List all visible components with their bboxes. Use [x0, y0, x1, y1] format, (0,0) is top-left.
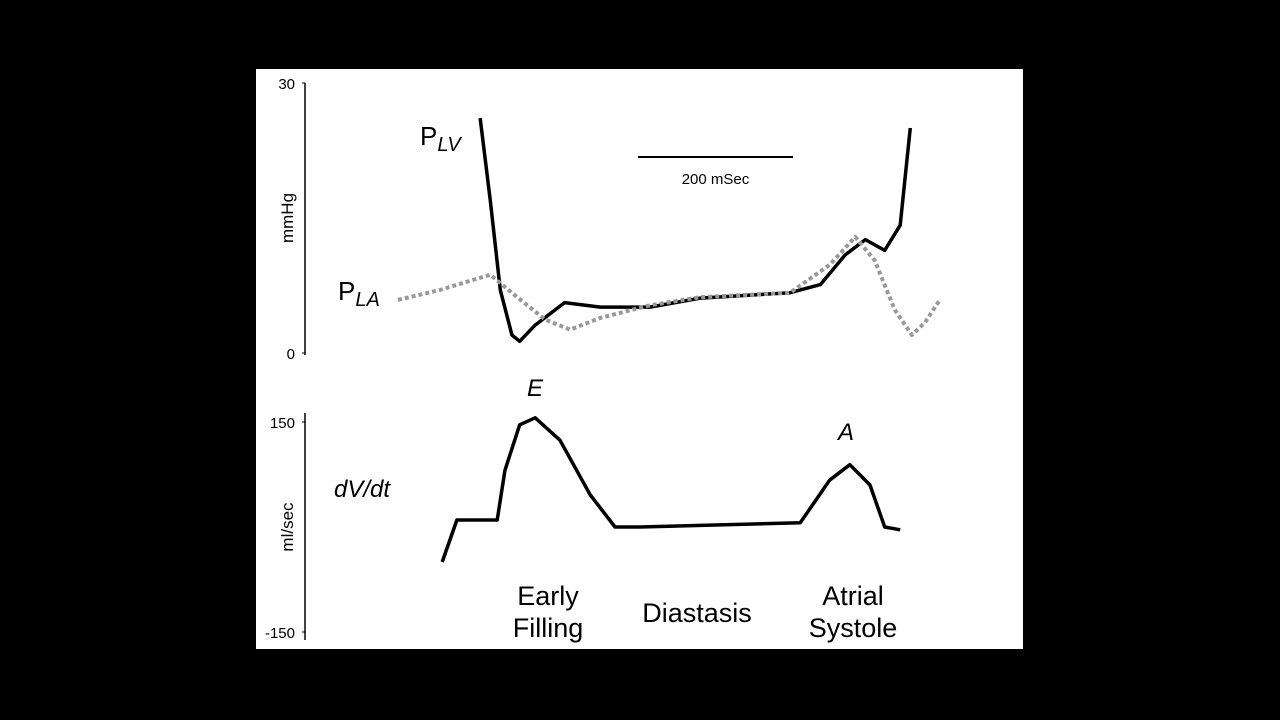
series-label: PLA	[338, 276, 380, 311]
data-line	[440, 416, 901, 563]
y-axis-label: mmHg	[278, 193, 297, 243]
scale-bar-label: 200 mSec	[682, 171, 750, 188]
y-axis-label: ml/sec	[278, 502, 297, 552]
phase-label: Diastasis	[642, 598, 752, 628]
series-label-main: P	[420, 121, 437, 151]
phase-label: Systole	[809, 613, 898, 643]
series-label: PLV	[420, 121, 462, 156]
peak-label: E	[527, 375, 544, 402]
phase-label: Early	[517, 581, 579, 611]
series-label: dV/dt	[334, 476, 391, 503]
series-label-sub: LA	[355, 289, 379, 311]
series-label-sub: LV	[437, 134, 462, 156]
y-tick-label: 30	[278, 76, 295, 93]
panel	[256, 69, 1023, 649]
y-tick-label: -150	[265, 625, 295, 642]
data-line	[397, 234, 942, 337]
phase-label: Filling	[513, 613, 584, 643]
y-tick-label: 0	[287, 346, 295, 363]
phase-label: Atrial	[822, 581, 884, 611]
peak-label: A	[836, 419, 854, 446]
series-label-main: P	[338, 276, 355, 306]
y-tick-label: 150	[270, 415, 295, 432]
